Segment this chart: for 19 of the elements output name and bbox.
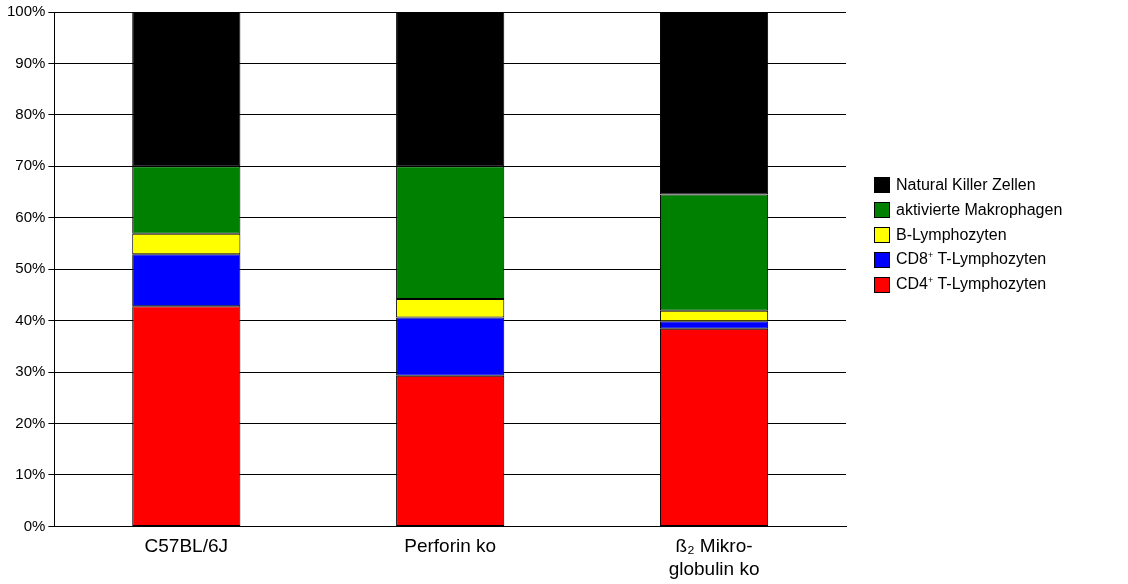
y-tick-label: 50%: [15, 259, 46, 277]
legend-label: CD8$^{+}$ T-Lymphozyten: [896, 250, 1047, 269]
legend-label: Natural Killer Zellen: [896, 175, 1036, 194]
legend-label: aktivierte Makrophagen: [896, 200, 1063, 219]
x-tick-label: Perforin ko: [404, 535, 497, 557]
y-tick-label: 20%: [15, 413, 46, 431]
y-tick-label: 0%: [23, 516, 46, 534]
x-tick-label: ß₂ Mikro- globulin ko: [668, 535, 760, 579]
y-tick-label: 60%: [15, 207, 46, 225]
y-tick-label: 30%: [15, 362, 46, 380]
y-tick-label: 80%: [15, 105, 46, 123]
y-tick-label: 40%: [15, 310, 46, 328]
y-tick-label: 70%: [15, 156, 46, 174]
y-tick-label: 100%: [6, 2, 46, 20]
x-tick-label: C57BL/6J: [144, 535, 229, 557]
legend-label: CD4$^{+}$ T-Lymphozyten: [896, 275, 1047, 294]
y-tick-label: 10%: [15, 465, 46, 483]
legend-label: B-Lymphozyten: [896, 225, 1007, 244]
y-tick-label: 90%: [15, 53, 46, 71]
